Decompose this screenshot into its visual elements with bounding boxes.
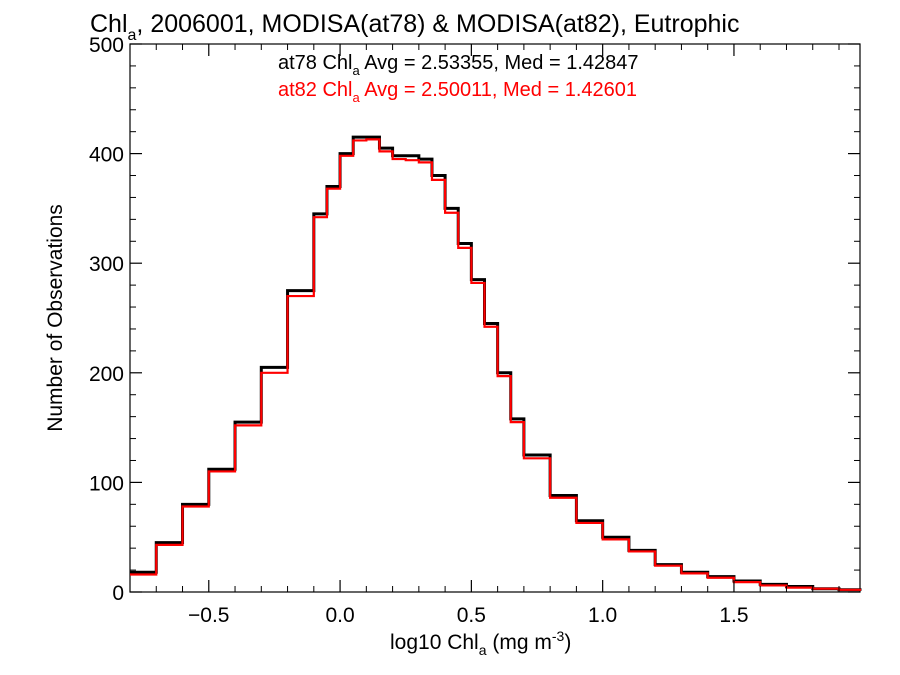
annotation-at78: at78 Chla Avg = 2.53355, Med = 1.42847 [278, 52, 638, 78]
series-at78-line [130, 135, 862, 592]
series-at82-line [130, 138, 862, 591]
y-tick-label: 400 [89, 144, 124, 167]
y-tick-label: 100 [89, 472, 124, 495]
x-tick-label: −0.5 [188, 604, 229, 627]
y-tick-label: 0 [112, 582, 124, 605]
x-tick-label: 1.0 [588, 604, 617, 627]
series-at82-histogram [129, 138, 862, 591]
annotation-at82: at82 Chla Avg = 2.50011, Med = 1.42601 [278, 79, 637, 105]
plot-frame [129, 43, 861, 593]
y-tick-label: 300 [89, 253, 124, 276]
y-tick-label: 500 [89, 34, 124, 57]
y-axis-label: Number of Observations [44, 204, 67, 432]
y-axis-ticks: 0 100 200 300 400 500 [89, 34, 860, 605]
x-tick-label: 1.5 [719, 604, 748, 627]
x-tick-label: 0.0 [325, 604, 354, 627]
x-axis-label: log10 Chla (mg m-3) [390, 628, 571, 658]
chart-title: Chla, 2006001, MODISA(at78) & MODISA(at8… [90, 10, 739, 44]
series-at78-histogram [129, 135, 862, 592]
x-tick-label: 0.5 [457, 604, 486, 627]
x-axis-ticks: −0.5 0.0 0.5 1.0 1.5 [129, 44, 840, 627]
y-tick-label: 200 [89, 363, 124, 386]
